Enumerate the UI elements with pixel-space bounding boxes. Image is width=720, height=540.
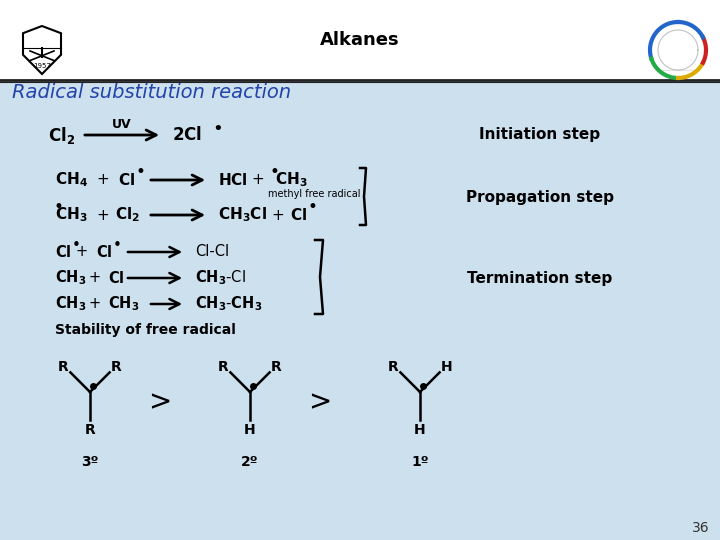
Text: R: R bbox=[388, 360, 399, 374]
Text: 2º: 2º bbox=[241, 455, 258, 469]
Text: Termination step: Termination step bbox=[467, 271, 613, 286]
Text: +: + bbox=[96, 172, 109, 187]
Text: $\mathbf{CH_3}$-$\mathbf{CH_3}$: $\mathbf{CH_3}$-$\mathbf{CH_3}$ bbox=[195, 295, 262, 313]
Bar bbox=[0, 0, 720, 80]
Text: 1º: 1º bbox=[411, 455, 428, 469]
Text: $\mathbf{CH_3}$: $\mathbf{CH_3}$ bbox=[55, 206, 88, 224]
Text: 3º: 3º bbox=[81, 455, 99, 469]
Text: $\mathbf{CH_3}$-Cl: $\mathbf{CH_3}$-Cl bbox=[195, 268, 246, 287]
Text: R: R bbox=[271, 360, 282, 374]
Text: R: R bbox=[58, 360, 69, 374]
Text: H: H bbox=[441, 360, 452, 374]
Text: +: + bbox=[251, 172, 264, 187]
Text: $\mathbf{CH_3}$: $\mathbf{CH_3}$ bbox=[275, 171, 307, 190]
Text: $\mathbf{CH_3}$: $\mathbf{CH_3}$ bbox=[55, 295, 86, 313]
Text: >: > bbox=[148, 388, 171, 416]
Text: $\mathbf{CH_3}$: $\mathbf{CH_3}$ bbox=[55, 268, 86, 287]
Text: •: • bbox=[308, 198, 318, 216]
Text: •: • bbox=[270, 163, 280, 181]
Text: +: + bbox=[96, 207, 109, 222]
Text: Cl-Cl: Cl-Cl bbox=[195, 245, 229, 260]
Text: $\mathbf{CH_4}$: $\mathbf{CH_4}$ bbox=[55, 171, 88, 190]
Text: $\mathbf{Cl}$: $\mathbf{Cl}$ bbox=[118, 172, 135, 188]
Text: Propagation step: Propagation step bbox=[466, 190, 614, 205]
Text: methyl free radical: methyl free radical bbox=[268, 189, 361, 199]
Text: Initiation step: Initiation step bbox=[480, 127, 600, 143]
Text: $\mathbf{HCl}$: $\mathbf{HCl}$ bbox=[218, 172, 248, 188]
Text: 36: 36 bbox=[693, 521, 710, 535]
Text: >: > bbox=[308, 388, 332, 416]
Text: +: + bbox=[89, 296, 101, 312]
Text: $\mathbf{CH_3}$: $\mathbf{CH_3}$ bbox=[108, 295, 140, 313]
Text: R: R bbox=[111, 360, 122, 374]
Text: Alkanes: Alkanes bbox=[320, 31, 400, 49]
Text: UV: UV bbox=[112, 118, 132, 131]
Text: H: H bbox=[244, 423, 256, 437]
Text: $\mathbf{Cl}$: $\mathbf{Cl}$ bbox=[108, 270, 125, 286]
Text: Radical substitution reaction: Radical substitution reaction bbox=[12, 83, 291, 102]
Polygon shape bbox=[23, 26, 61, 74]
Text: $\mathbf{Cl}$: $\mathbf{Cl}$ bbox=[290, 207, 307, 223]
Text: •: • bbox=[113, 238, 122, 253]
Text: $\mathbf{Cl}$: $\mathbf{Cl}$ bbox=[55, 244, 71, 260]
Text: 1957: 1957 bbox=[33, 63, 51, 69]
Text: $\mathbf{Cl_2}$: $\mathbf{Cl_2}$ bbox=[115, 206, 140, 224]
Text: •: • bbox=[135, 163, 145, 181]
Text: $\mathbf{2Cl}$: $\mathbf{2Cl}$ bbox=[172, 126, 202, 144]
Text: $\mathbf{CH_3Cl}$: $\mathbf{CH_3Cl}$ bbox=[218, 206, 267, 224]
Text: +: + bbox=[271, 207, 284, 222]
Text: $\mathbf{Cl}$: $\mathbf{Cl}$ bbox=[96, 244, 112, 260]
Text: •: • bbox=[72, 238, 81, 253]
Text: +: + bbox=[89, 271, 101, 286]
Text: +: + bbox=[76, 245, 88, 260]
Text: H: H bbox=[414, 423, 426, 437]
Text: •: • bbox=[212, 120, 222, 138]
Text: R: R bbox=[85, 423, 95, 437]
Text: R: R bbox=[218, 360, 229, 374]
Text: $\mathbf{Cl_2}$: $\mathbf{Cl_2}$ bbox=[48, 125, 76, 145]
Text: •: • bbox=[53, 198, 63, 216]
Text: Stability of free radical: Stability of free radical bbox=[55, 323, 236, 337]
